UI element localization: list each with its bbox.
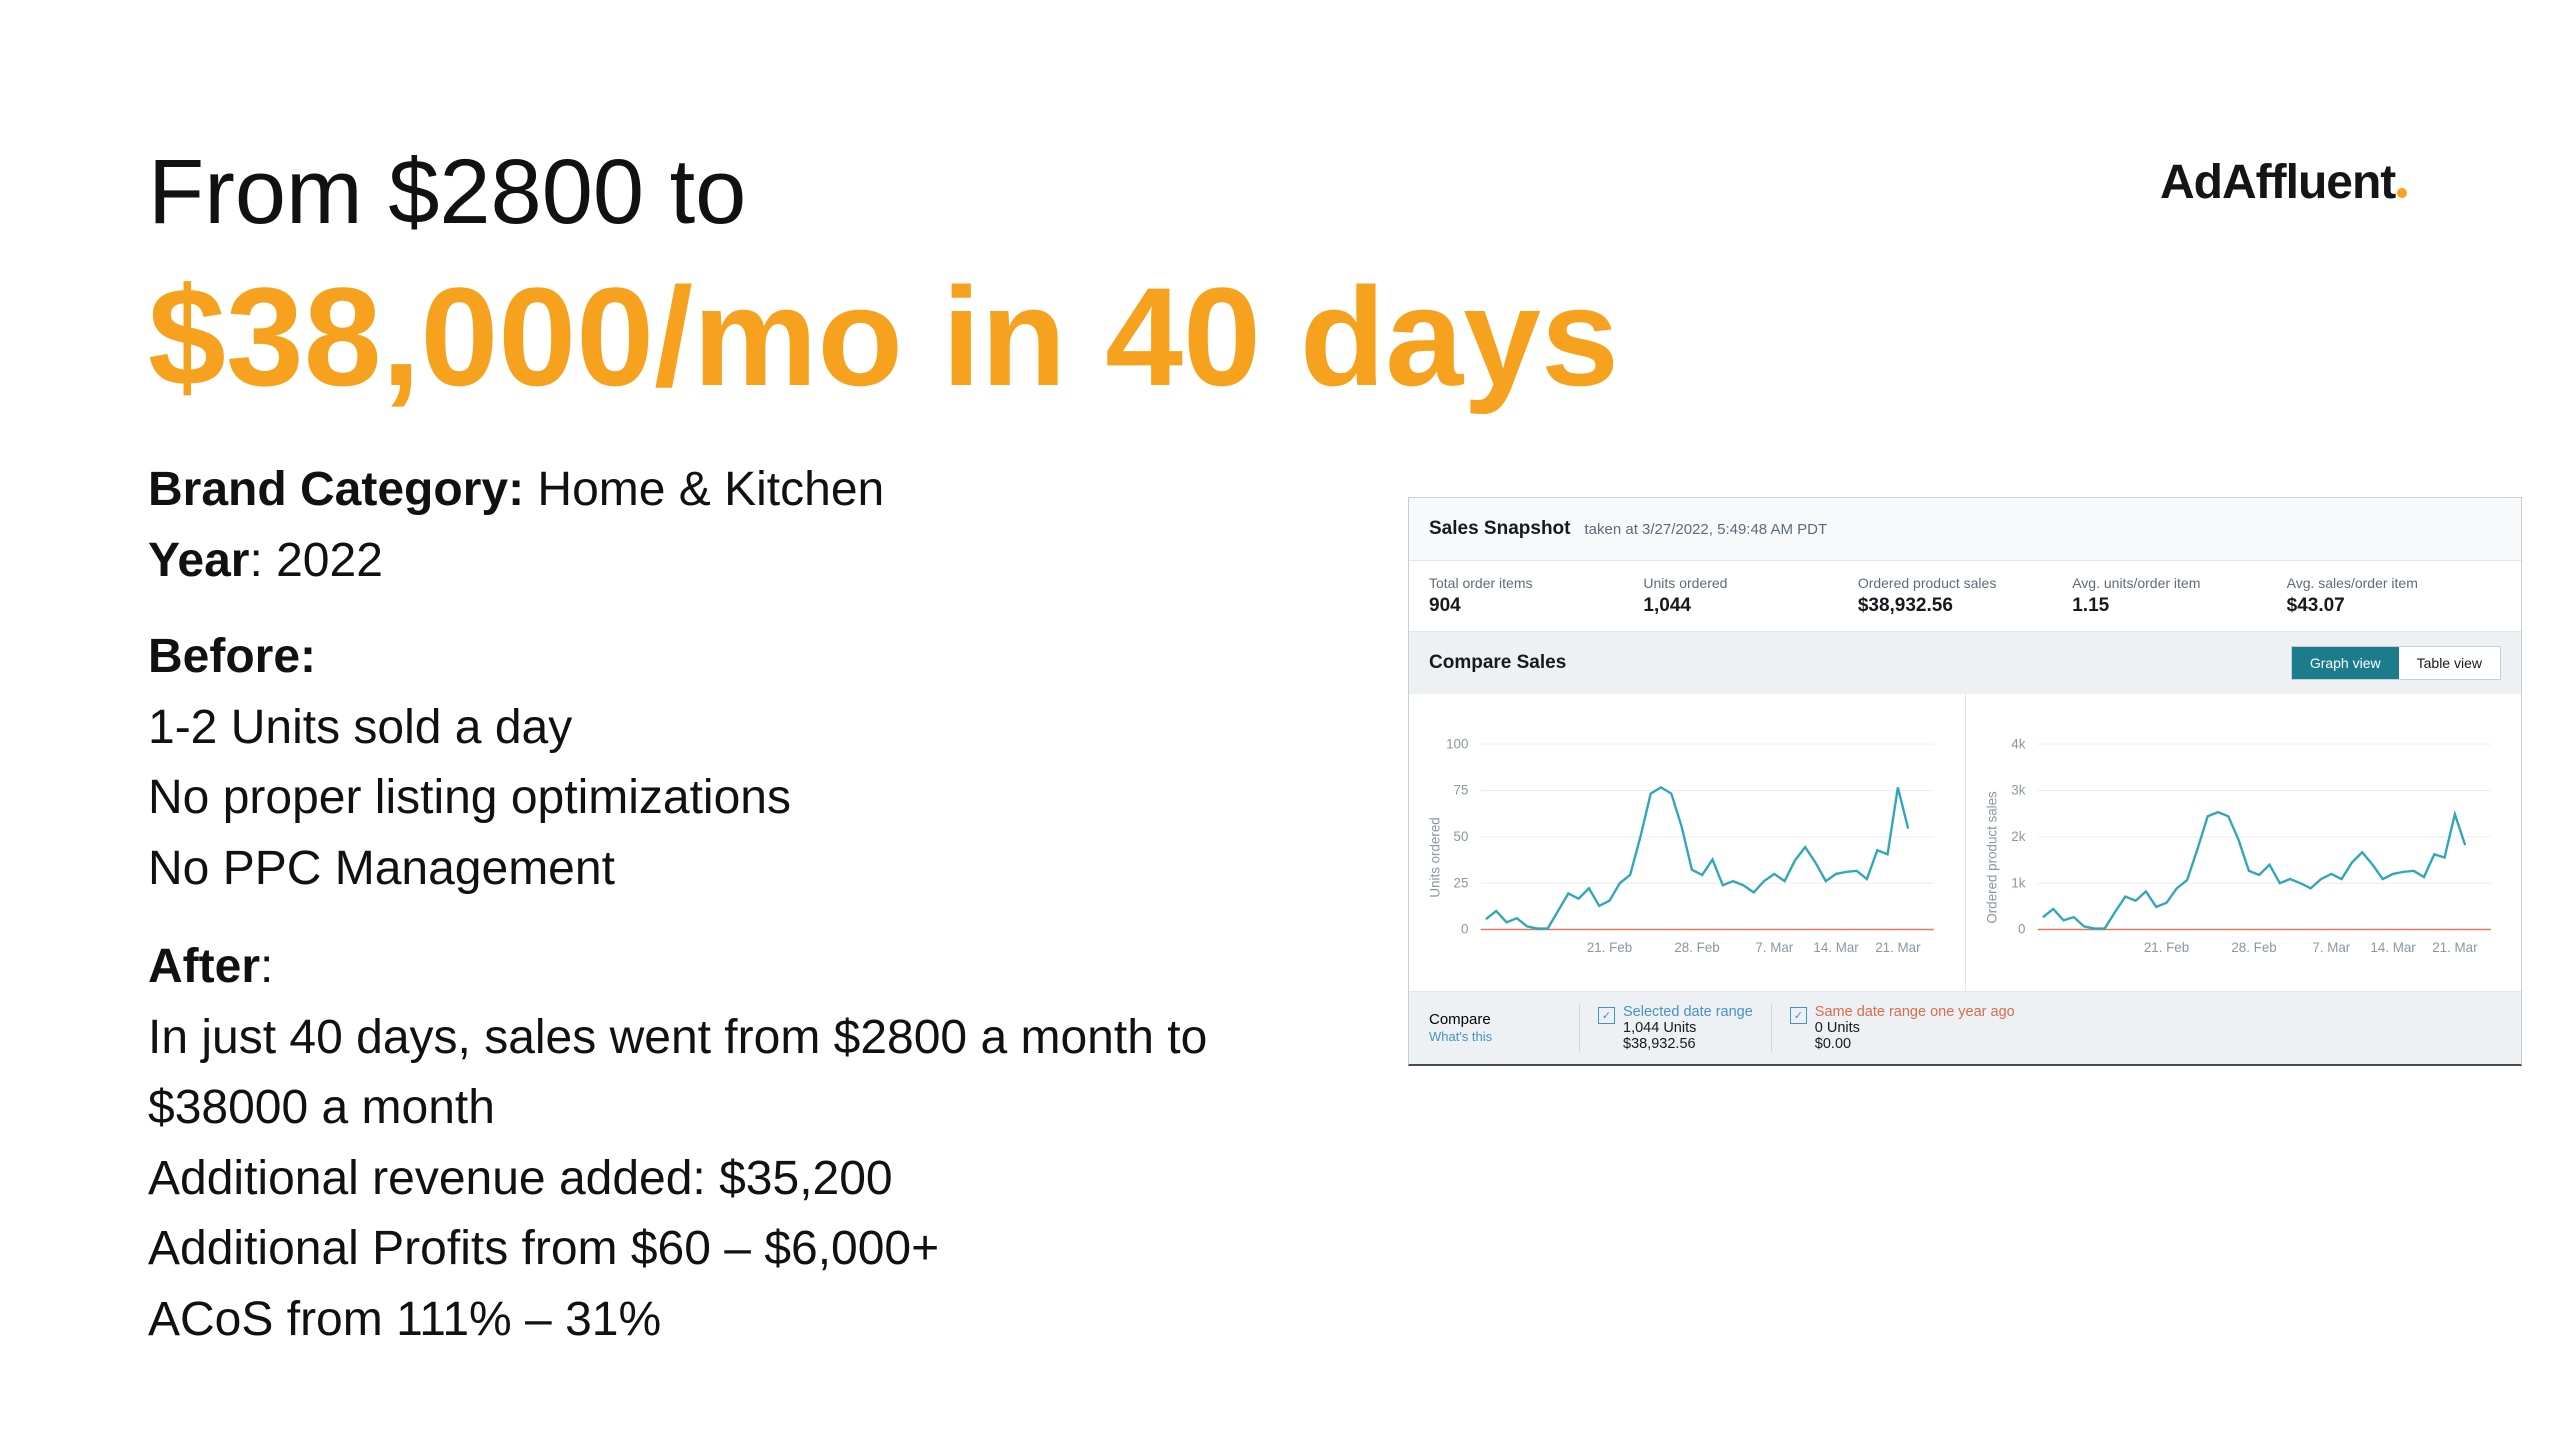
svg-text:7. Mar: 7. Mar: [2312, 940, 2350, 955]
svg-text:2k: 2k: [2011, 829, 2025, 844]
svg-text:21. Feb: 21. Feb: [2143, 940, 2188, 955]
svg-text:14. Mar: 14. Mar: [2370, 940, 2416, 955]
svg-text:75: 75: [1454, 783, 1469, 798]
svg-text:21. Mar: 21. Mar: [1875, 940, 1921, 955]
svg-text:21. Mar: 21. Mar: [2432, 940, 2478, 955]
svg-text:50: 50: [1454, 829, 1469, 844]
svg-text:25: 25: [1454, 875, 1469, 890]
svg-text:0: 0: [2017, 922, 2024, 937]
svg-text:7. Mar: 7. Mar: [1755, 940, 1793, 955]
svg-text:28. Feb: 28. Feb: [2231, 940, 2276, 955]
svg-text:100: 100: [1446, 736, 1468, 751]
svg-text:3k: 3k: [2011, 783, 2025, 798]
svg-text:21. Feb: 21. Feb: [1587, 940, 1632, 955]
svg-text:28. Feb: 28. Feb: [1674, 940, 1719, 955]
svg-text:14. Mar: 14. Mar: [1813, 940, 1859, 955]
svg-text:4k: 4k: [2011, 736, 2025, 751]
svg-text:1k: 1k: [2011, 875, 2025, 890]
svg-text:0: 0: [1461, 922, 1468, 937]
svg-text:Ordered product sales: Ordered product sales: [1984, 791, 1999, 924]
svg-text:Units ordered: Units ordered: [1428, 817, 1443, 897]
